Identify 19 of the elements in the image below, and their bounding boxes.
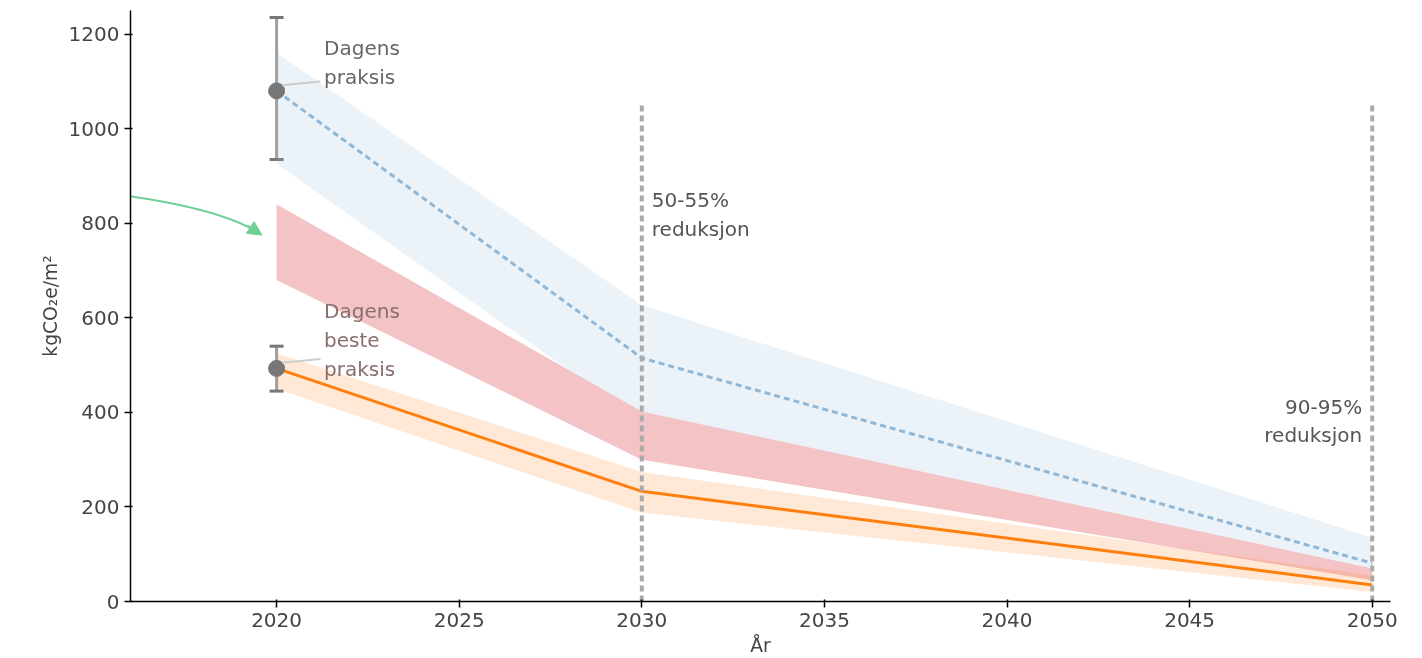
x-tick-label: 2035 — [798, 607, 850, 632]
y-tick-label: 0 — [106, 589, 120, 614]
y-tick-label: 600 — [81, 305, 120, 330]
ref-line-label: 50-55% reduksjon — [651, 187, 750, 241]
x-tick-label: 2020 — [251, 607, 303, 632]
x-tick-label: 2025 — [433, 607, 485, 632]
x-tick-label: 2040 — [981, 607, 1033, 632]
x-tick-label: 2030 — [616, 607, 668, 632]
x-tick-label: 2050 — [1346, 607, 1398, 632]
y-tick-label: 1200 — [68, 22, 120, 47]
y-tick-label: 800 — [81, 211, 120, 236]
y-tick-label: 200 — [81, 494, 120, 519]
ref-line-label: 90-95% reduksjon — [1264, 394, 1363, 448]
y-tick-label: 1000 — [68, 116, 120, 141]
y-tick-label: 400 — [81, 400, 120, 425]
y-axis-title: kgCO₂e/m² — [39, 255, 61, 357]
x-axis-title: År — [750, 633, 772, 656]
x-tick-label: 2045 — [1164, 607, 1216, 632]
annotation: Dagens praksis — [324, 36, 400, 89]
